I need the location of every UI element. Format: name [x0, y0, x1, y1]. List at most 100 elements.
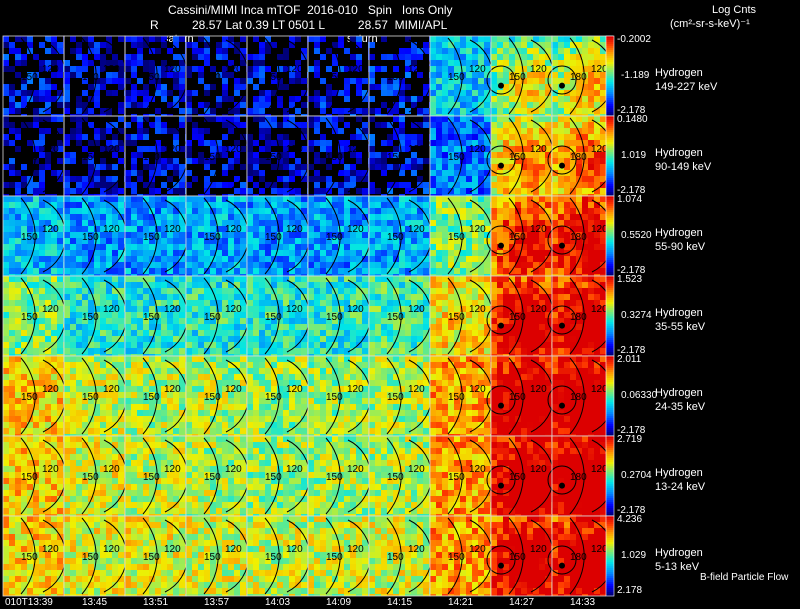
flux-cell: [314, 226, 320, 232]
flux-cell: [509, 96, 515, 102]
flux-cell: [497, 152, 503, 158]
flux-cell: [399, 288, 405, 294]
flux-cell: [375, 84, 381, 90]
flux-cell: [3, 256, 9, 262]
flux-cell: [338, 36, 344, 42]
flux-cell: [369, 256, 375, 262]
flux-cell: [503, 48, 509, 54]
flux-cell: [149, 114, 155, 116]
flux-cell: [552, 84, 558, 90]
flux-cell: [356, 348, 362, 354]
flux-cell: [204, 164, 210, 170]
flux-cell: [368, 48, 369, 54]
flux-cell: [314, 330, 320, 336]
flux-cell: [45, 330, 51, 336]
flux-cell: [70, 300, 76, 306]
flux-cell: [466, 176, 472, 182]
flux-cell: [491, 176, 497, 182]
flux-cell: [515, 188, 521, 194]
flux-cell: [112, 54, 118, 60]
flux-cell: [167, 128, 173, 134]
flux-cell: [576, 164, 582, 170]
flux-cell: [588, 108, 594, 114]
flux-cell: [3, 164, 9, 170]
flux-cell: [308, 336, 314, 342]
flux-cell: [558, 214, 564, 220]
flux-cell: [545, 36, 551, 42]
flux-cell: [533, 170, 539, 176]
flux-cell: [362, 268, 368, 274]
flux-cell: [552, 42, 558, 48]
flux-cell: [552, 54, 558, 60]
flux-cell: [149, 72, 155, 78]
flux-cell: [155, 276, 161, 282]
flux-cell: [51, 324, 57, 330]
flux-cell: [94, 342, 100, 348]
flux-cell: [527, 176, 533, 182]
flux-cell: [472, 90, 478, 96]
contour-label: 150: [143, 312, 160, 323]
flux-cell: [82, 294, 88, 300]
flux-cell: [143, 220, 149, 226]
flux-cell: [9, 66, 15, 72]
flux-cell: [387, 208, 393, 214]
flux-cell: [51, 96, 57, 102]
flux-cell: [484, 262, 490, 268]
flux-cell: [320, 96, 326, 102]
flux-cell: [265, 288, 271, 294]
flux-cell: [253, 336, 259, 342]
flux-cell: [192, 244, 198, 250]
flux-cell: [179, 188, 185, 194]
flux-cell: [51, 348, 57, 354]
flux-cell: [301, 318, 307, 324]
flux-cell: [491, 152, 497, 158]
flux-cell: [57, 282, 63, 288]
flux-cell: [320, 134, 326, 140]
flux-cell: [283, 122, 289, 128]
flux-cell: [484, 90, 490, 96]
flux-cell: [179, 60, 185, 66]
flux-cell: [155, 348, 161, 354]
flux-cell: [344, 48, 350, 54]
flux-cell: [448, 256, 454, 262]
flux-cell: [381, 288, 387, 294]
flux-cell: [430, 196, 436, 202]
flux-cell: [131, 268, 137, 274]
flux-cell: [552, 176, 558, 182]
flux-cell: [588, 238, 594, 244]
flux-cell: [430, 96, 436, 102]
flux-cell: [448, 42, 454, 48]
flux-cell: [253, 182, 259, 188]
flux-cell: [491, 238, 497, 244]
flux-cell: [509, 78, 515, 84]
flux-cell: [64, 188, 70, 194]
flux-cell: [216, 48, 222, 54]
flux-cell: [118, 60, 124, 66]
flux-cell: [478, 96, 484, 102]
flux-cell: [143, 102, 149, 108]
flux-cell: [399, 256, 405, 262]
flux-cell: [247, 158, 253, 164]
flux-cell: [368, 102, 369, 108]
flux-cell: [9, 84, 15, 90]
flux-cell: [70, 72, 76, 78]
flux-cell: [308, 244, 314, 250]
flux-cell: [271, 78, 277, 84]
flux-cell: [356, 108, 362, 114]
flux-cell: [204, 140, 210, 146]
flux-cell: [253, 300, 259, 306]
flux-cell: [173, 182, 179, 188]
flux-cell: [100, 288, 106, 294]
flux-cell: [106, 324, 112, 330]
flux-cell: [503, 116, 509, 122]
flux-cell: [533, 90, 539, 96]
flux-cell: [265, 140, 271, 146]
flux-cell: [185, 96, 186, 102]
flux-cell: [94, 330, 100, 336]
flux-cell: [216, 282, 222, 288]
flux-cell: [387, 78, 393, 84]
flux-cell: [210, 116, 216, 122]
flux-cell: [558, 220, 564, 226]
flux-cell: [320, 288, 326, 294]
